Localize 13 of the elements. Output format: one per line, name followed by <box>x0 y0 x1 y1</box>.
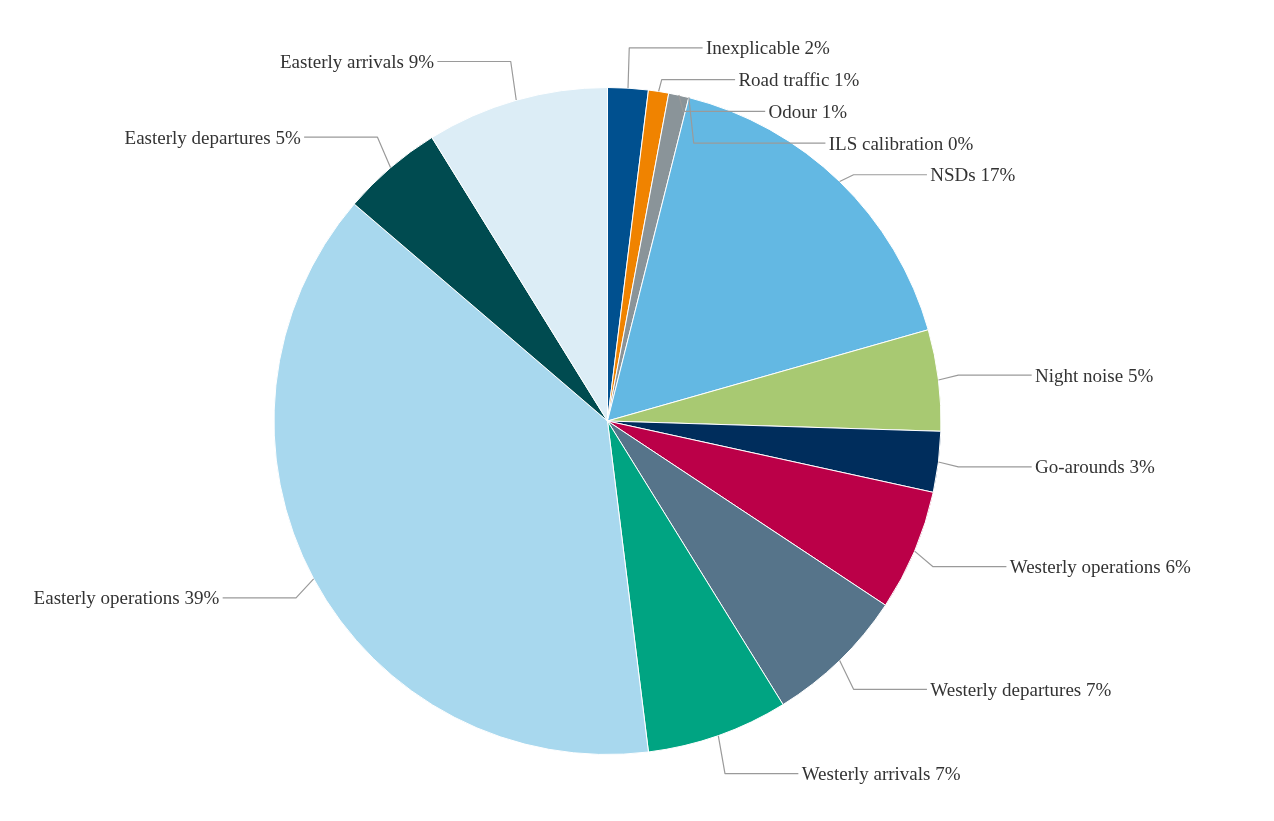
slice-label: Go-arounds 3% <box>1035 456 1155 478</box>
slice-label: Westerly arrivals 7% <box>801 763 961 785</box>
slice-label: Inexplicable 2% <box>705 37 831 59</box>
slice-label: Easterly arrivals 9% <box>279 50 435 72</box>
slice-label: NSDs 17% <box>930 164 1016 186</box>
slice-label: Westerly operations 6% <box>1009 556 1191 578</box>
slice-label: Odour 1% <box>768 100 848 122</box>
category-label: ILS calibration 0% <box>828 132 974 154</box>
slice-label: Night noise 5% <box>1035 364 1154 386</box>
slice-label: Westerly departures 7% <box>930 678 1112 700</box>
slice-label: Road traffic 1% <box>738 69 860 91</box>
slice-label: Easterly departures 5% <box>124 126 301 148</box>
slice-label: Easterly operations 39% <box>33 587 220 609</box>
